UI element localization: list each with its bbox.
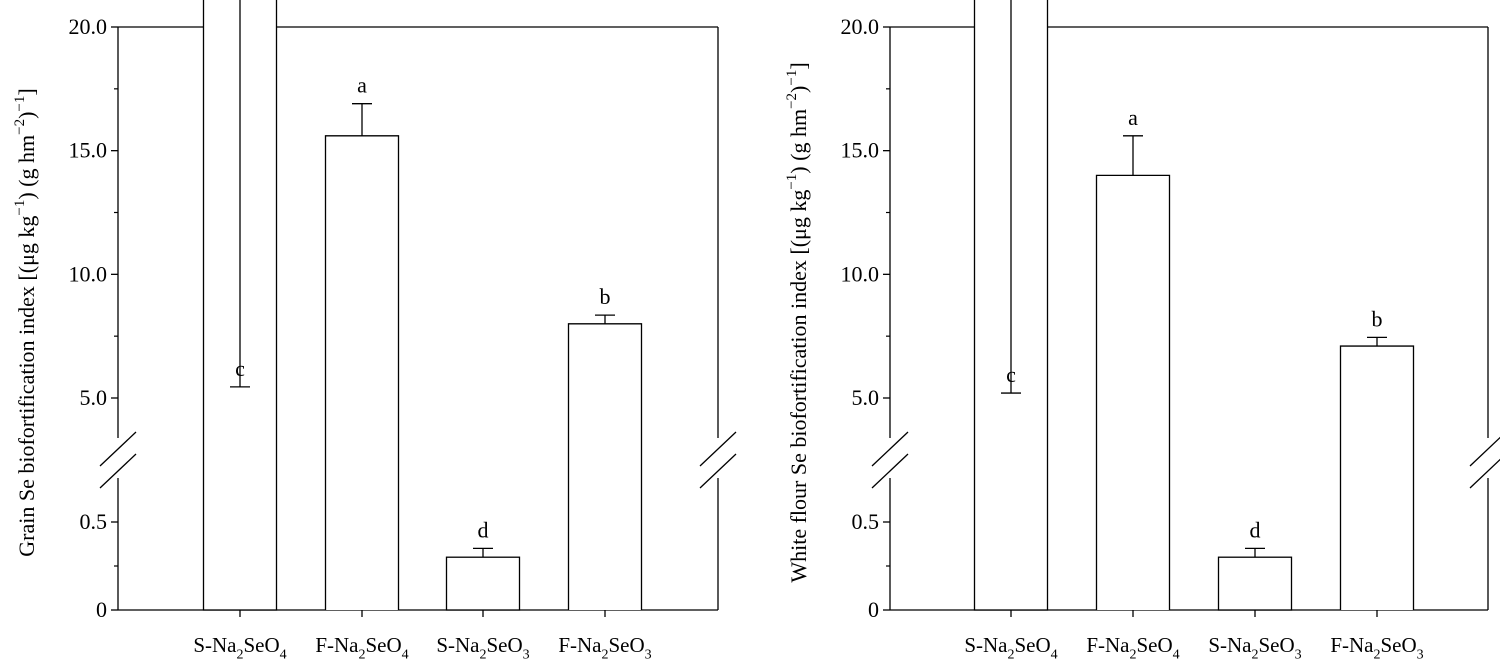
y-tick-label: 20.0 [69,14,108,39]
axis-break-mark-left-upper [99,431,137,467]
y-tick-label: 5.0 [852,385,880,410]
significance-letter: d [1250,517,1261,542]
x-tick-label: S-Na2​SeO3​ [436,633,529,662]
axis-break-mark-right-upper [699,431,737,467]
x-tick-label: F-Na2​SeO4​ [1086,633,1179,662]
x-tick-label: S-Na2​SeO4​ [193,633,286,662]
x-tick-label: S-Na2​SeO4​ [964,633,1057,662]
chart-panel-2: 5.0 10.0 15.0 20.0 0 0.5 White flour Se biofor… [784,0,1500,662]
bar [324,135,400,610]
y-tick-label: 15.0 [841,138,880,163]
significance-letter: a [357,73,367,98]
axis-break-mark-right-lower [699,453,737,489]
x-tick-label: F-Na2​SeO3​ [1330,633,1423,662]
axis-break-mark-left-upper [871,431,909,467]
bar [1217,556,1293,611]
y-tick-label: 0 [96,597,107,622]
y-tick-label: 10.0 [841,261,880,286]
significance-letter: b [1372,306,1383,331]
axis-break-mark-right-lower [1469,458,1500,489]
significance-letter: c [235,356,245,381]
y-tick-label: 20.0 [841,14,880,39]
significance-letter: b [600,284,611,309]
y-axis-label: Grain Se biofortification index [(μg kg−… [12,88,39,556]
y-tick-label: 5.0 [80,385,108,410]
x-tick-label: S-Na2​SeO3​ [1208,633,1301,662]
bar [445,556,521,611]
bar [1339,345,1415,610]
significance-letter: d [478,517,489,542]
axis-break-mark-left-lower [871,453,909,489]
x-tick-label: F-Na2​SeO3​ [558,633,651,662]
y-axis-label: White flour Se biofortification index [(… [784,62,811,582]
bar [1095,174,1171,610]
y-tick-label: 0 [868,597,879,622]
y-tick-label: 0.5 [80,509,108,534]
axis-break-mark-left-lower [99,453,137,489]
x-tick-label: F-Na2​SeO4​ [315,633,408,662]
y-tick-label: 0.5 [852,509,880,534]
significance-letter: c [1006,362,1016,387]
y-tick-label: 10.0 [69,261,108,286]
axis-break-mark-right-upper [1469,436,1500,467]
bar [567,323,643,610]
significance-letter: a [1128,105,1138,130]
chart-panel-1: 5.0 10.0 15.0 20.0 0 0.5 Grain Se biofortifica… [12,0,737,662]
y-tick-label: 15.0 [69,138,108,163]
